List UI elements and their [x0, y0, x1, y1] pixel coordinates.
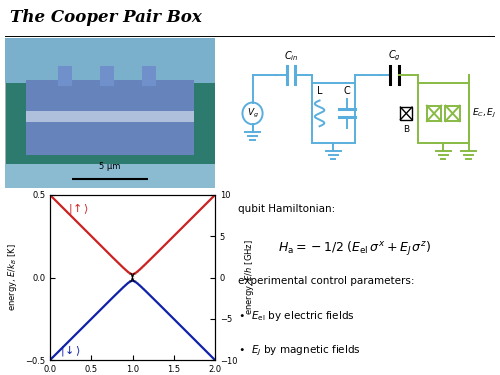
- Text: $E_C, E_J$: $E_C, E_J$: [472, 107, 496, 120]
- Bar: [400, 107, 412, 120]
- Text: B: B: [403, 125, 409, 134]
- Y-axis label: energy, $E/h$ [GHz]: energy, $E/h$ [GHz]: [243, 240, 256, 315]
- Text: $|\!\uparrow\rangle$: $|\!\uparrow\rangle$: [68, 201, 89, 216]
- Text: $H_{\rm a} = -1/2\;(E_{\rm el}\,\sigma^x + E_J\,\sigma^z)$: $H_{\rm a} = -1/2\;(E_{\rm el}\,\sigma^x…: [278, 240, 431, 258]
- Text: C: C: [344, 86, 350, 96]
- Bar: [5, 164, 215, 188]
- Text: experimental control parameters:: experimental control parameters:: [238, 276, 414, 286]
- Bar: [100, 66, 114, 86]
- Text: $C_g$: $C_g$: [388, 48, 400, 63]
- Bar: [26, 80, 194, 154]
- Bar: [58, 66, 72, 86]
- Text: 5 μm: 5 μm: [100, 162, 120, 171]
- Bar: [312, 83, 354, 144]
- Text: $\bullet$  $E_{\rm el}$ by electric fields: $\bullet$ $E_{\rm el}$ by electric field…: [238, 309, 354, 323]
- Text: $|\!\downarrow\rangle$: $|\!\downarrow\rangle$: [60, 343, 81, 358]
- Y-axis label: energy, $E/k_B$ [K]: energy, $E/k_B$ [K]: [6, 244, 20, 311]
- Text: $\bullet$  $E_J$ by magnetic fields: $\bullet$ $E_J$ by magnetic fields: [238, 344, 360, 358]
- Text: qubit Hamiltonian:: qubit Hamiltonian:: [238, 204, 335, 214]
- Text: $C_{in}$: $C_{in}$: [284, 49, 298, 63]
- Bar: [142, 66, 156, 86]
- Text: L: L: [317, 86, 322, 96]
- Bar: [26, 111, 194, 122]
- Bar: [418, 83, 469, 144]
- Bar: [446, 106, 460, 121]
- Text: $V_g$: $V_g$: [246, 107, 258, 120]
- Bar: [5, 38, 215, 82]
- Text: The Cooper Pair Box: The Cooper Pair Box: [10, 9, 202, 26]
- Bar: [427, 106, 441, 121]
